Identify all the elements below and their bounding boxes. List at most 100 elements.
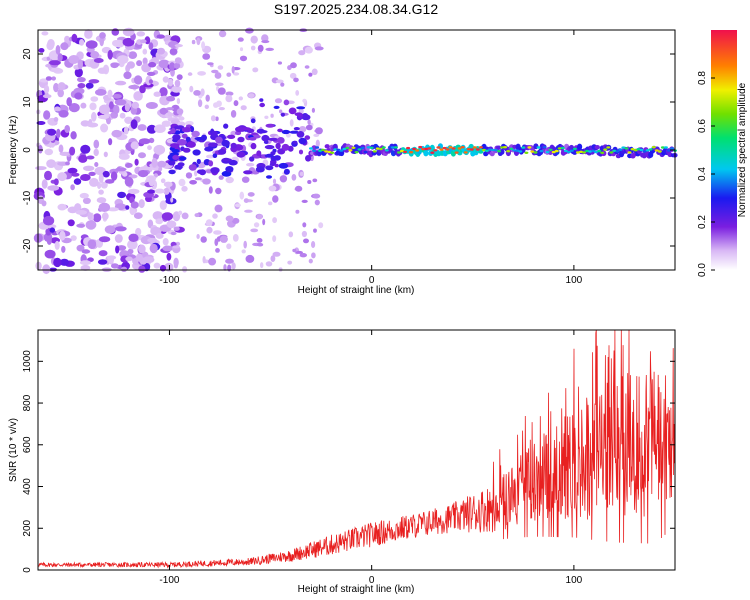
- spectrogram-noise-mark: [71, 33, 78, 43]
- snr-x-tick-label: 0: [369, 575, 375, 586]
- spectrogram-noise-mark: [135, 227, 142, 236]
- spectrogram-noise-mark: [145, 102, 158, 109]
- spectrogram-carrier-mark: [539, 149, 544, 153]
- spectrogram-y-tick-label: -20: [22, 238, 33, 253]
- spectrogram-noise-mark: [151, 157, 158, 168]
- spectrogram-carrier-mark: [627, 151, 632, 154]
- spectrogram-band-mark: [225, 166, 234, 173]
- spectrogram-noise-mark: [80, 102, 87, 109]
- spectrogram-noise-mark: [103, 151, 108, 158]
- spectrogram-noise-mark: [185, 172, 193, 179]
- spectrogram-band-mark: [266, 175, 272, 179]
- spectrogram-band-mark: [268, 137, 278, 141]
- spectrogram-noise-mark: [95, 89, 107, 96]
- spectrogram-noise-mark: [51, 76, 56, 81]
- spectrogram-noise-mark: [125, 256, 133, 262]
- spectrogram-noise-mark: [154, 124, 166, 133]
- spectrogram-noise-mark: [265, 47, 275, 52]
- spectrogram-noise-mark: [201, 41, 206, 50]
- spectrogram-carrier-mark: [533, 151, 538, 154]
- spectrogram-noise-mark: [140, 236, 152, 245]
- spectrogram-noise-mark: [84, 29, 93, 39]
- spectrogram-noise-mark: [130, 201, 139, 209]
- spectrogram-noise-mark: [290, 62, 297, 69]
- spectrogram-noise-mark: [74, 67, 83, 78]
- spectrogram-noise-mark: [122, 27, 135, 37]
- spectrogram-noise-mark: [98, 236, 111, 243]
- spectrogram-noise-mark: [115, 245, 120, 254]
- spectrogram-noise-mark: [53, 117, 59, 122]
- spectrogram-carrier-mark: [309, 147, 313, 150]
- spectrogram-noise-mark: [153, 262, 161, 269]
- spectrogram-noise-mark: [114, 99, 127, 106]
- spectrogram-band-mark: [182, 147, 191, 153]
- spectrogram-noise-mark: [169, 48, 178, 55]
- spectrogram-carrier-mark: [436, 146, 441, 149]
- spectrogram-carrier-mark: [609, 151, 614, 154]
- spectrogram-noise-mark: [53, 178, 59, 186]
- spectrogram-noise-mark: [133, 212, 143, 219]
- spectrogram-carrier-mark: [624, 147, 629, 150]
- spectrogram-noise-mark: [189, 85, 194, 93]
- spectrogram-band-mark: [277, 128, 283, 133]
- spectrogram-carrier-mark: [582, 151, 586, 154]
- spectrogram-noise-mark: [294, 185, 303, 192]
- spectrogram-noise-mark: [176, 108, 184, 115]
- spectrogram-noise-mark: [239, 55, 248, 62]
- spectrogram-band-mark: [249, 156, 255, 162]
- spectrogram-carrier-mark: [336, 148, 341, 151]
- spectrogram-noise-mark: [304, 46, 313, 54]
- spectrogram-band-mark: [293, 127, 300, 131]
- spectrogram-noise-mark: [247, 192, 255, 197]
- spectrogram-band-mark: [170, 143, 180, 148]
- spectrogram-noise-mark: [117, 191, 127, 199]
- spectrogram-noise-mark: [54, 106, 61, 112]
- spectrogram-noise-mark: [73, 87, 85, 95]
- spectrogram-noise-mark: [97, 259, 108, 265]
- spectrogram-noise-mark: [88, 79, 100, 84]
- spectrogram-band-mark: [289, 130, 300, 134]
- spectrogram-noise-mark: [59, 151, 71, 156]
- spectrogram-noise-mark: [115, 80, 127, 86]
- spectrogram-carrier-mark: [630, 148, 635, 151]
- spectrogram-noise-mark: [288, 231, 294, 238]
- spectrogram-noise-mark: [46, 236, 52, 245]
- spectrogram-noise-mark: [239, 191, 245, 200]
- spectrogram-noise-mark: [87, 122, 99, 128]
- spectrogram-noise-mark: [42, 264, 51, 275]
- spectrogram-noise-mark: [47, 39, 55, 49]
- spectrogram-noise-mark: [303, 238, 309, 244]
- spectrogram-band-mark: [304, 135, 311, 140]
- spectrogram-noise-mark: [244, 209, 253, 213]
- spectrogram-noise-mark: [124, 103, 130, 112]
- spectrogram-noise-mark: [111, 28, 120, 36]
- spectrogram-noise-mark: [181, 212, 189, 220]
- spectrogram-noise-mark: [142, 57, 148, 65]
- spectrogram-noise-mark: [110, 62, 119, 69]
- spectrogram-noise-mark: [205, 219, 213, 227]
- spectrogram-noise-mark: [110, 171, 118, 181]
- spectrogram-noise-mark: [100, 181, 108, 189]
- spectrogram-noise-mark: [257, 242, 264, 247]
- spectrogram-carrier-mark: [403, 150, 407, 154]
- spectrogram-carrier-halo: [577, 143, 583, 150]
- spectrogram-noise-mark: [117, 55, 129, 64]
- spectrogram-noise-mark: [260, 262, 264, 269]
- spectrogram-noise-mark: [86, 155, 95, 160]
- spectrogram-noise-mark: [107, 49, 113, 60]
- spectrogram-noise-mark: [243, 198, 249, 204]
- spectrogram-noise-mark: [240, 105, 247, 111]
- spectrogram-noise-mark: [58, 110, 69, 118]
- spectrogram-noise-mark: [166, 252, 172, 261]
- spectrogram-noise-mark: [128, 51, 138, 59]
- snr-series-line: [37, 329, 676, 569]
- spectrogram-noise-mark: [80, 174, 91, 181]
- spectrogram-band-mark: [281, 129, 291, 135]
- spectrogram-noise-mark: [295, 250, 303, 254]
- spectrogram-noise-mark: [311, 68, 318, 76]
- spectrogram-noise-mark: [89, 102, 97, 111]
- spectrogram-carrier-mark: [412, 147, 417, 151]
- spectrogram-noise-mark: [166, 139, 174, 144]
